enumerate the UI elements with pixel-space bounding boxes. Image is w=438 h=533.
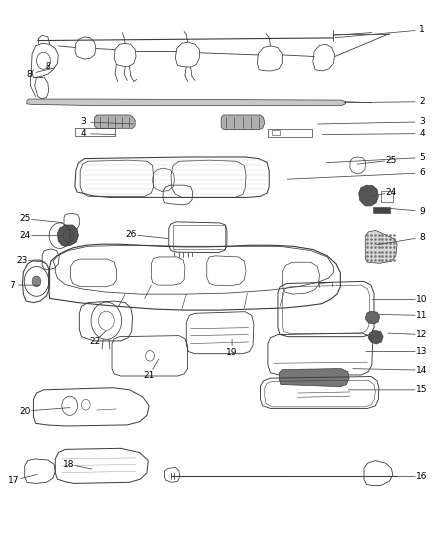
Text: 8: 8 bbox=[26, 70, 32, 78]
Text: 6: 6 bbox=[419, 168, 425, 177]
Text: 10: 10 bbox=[416, 295, 428, 304]
Circle shape bbox=[32, 276, 41, 287]
Text: 3: 3 bbox=[81, 117, 87, 126]
Polygon shape bbox=[368, 330, 383, 344]
Polygon shape bbox=[365, 311, 380, 324]
Polygon shape bbox=[27, 99, 346, 106]
Polygon shape bbox=[279, 368, 349, 386]
Text: 13: 13 bbox=[416, 347, 428, 356]
Text: 24: 24 bbox=[19, 231, 30, 240]
Polygon shape bbox=[221, 115, 265, 130]
Text: 1: 1 bbox=[419, 26, 425, 35]
Bar bbox=[268, 130, 311, 137]
Bar bbox=[272, 131, 280, 135]
Text: 16: 16 bbox=[416, 472, 428, 481]
Bar bbox=[75, 128, 115, 136]
Text: 25: 25 bbox=[386, 156, 397, 165]
Text: 2: 2 bbox=[419, 97, 425, 106]
Text: 18: 18 bbox=[63, 460, 74, 469]
Text: 12: 12 bbox=[417, 330, 428, 339]
Bar bbox=[381, 191, 393, 201]
Text: 15: 15 bbox=[416, 385, 428, 394]
Text: 17: 17 bbox=[8, 476, 20, 484]
Polygon shape bbox=[359, 185, 378, 206]
Text: 4: 4 bbox=[419, 129, 425, 138]
Text: 21: 21 bbox=[144, 371, 155, 380]
Text: 5: 5 bbox=[419, 153, 425, 162]
Polygon shape bbox=[95, 115, 135, 128]
Text: 25: 25 bbox=[19, 214, 30, 223]
Text: 3: 3 bbox=[419, 117, 425, 126]
Text: 11: 11 bbox=[416, 311, 428, 320]
Text: 23: 23 bbox=[16, 256, 27, 264]
Polygon shape bbox=[365, 230, 397, 263]
Text: 7: 7 bbox=[9, 280, 14, 289]
Text: 24: 24 bbox=[386, 188, 397, 197]
Text: 9: 9 bbox=[419, 207, 425, 216]
Polygon shape bbox=[57, 225, 78, 246]
Bar bbox=[373, 207, 390, 213]
Text: 19: 19 bbox=[226, 348, 238, 357]
Text: 14: 14 bbox=[417, 366, 428, 375]
Text: 4: 4 bbox=[81, 129, 86, 138]
Text: 8: 8 bbox=[46, 62, 51, 70]
Text: 8: 8 bbox=[419, 233, 425, 242]
Text: 26: 26 bbox=[125, 230, 137, 239]
Bar bbox=[173, 225, 225, 249]
Text: 20: 20 bbox=[19, 407, 30, 416]
Text: 22: 22 bbox=[89, 337, 100, 346]
